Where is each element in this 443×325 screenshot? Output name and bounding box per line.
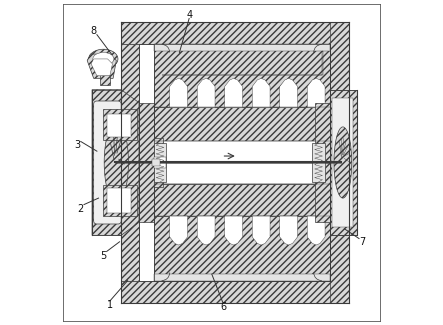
- Polygon shape: [307, 216, 325, 245]
- Ellipse shape: [93, 52, 114, 65]
- Ellipse shape: [334, 127, 352, 198]
- Polygon shape: [121, 22, 350, 45]
- Polygon shape: [307, 78, 325, 108]
- FancyBboxPatch shape: [93, 101, 121, 224]
- Polygon shape: [92, 90, 139, 235]
- Polygon shape: [252, 78, 270, 108]
- Polygon shape: [97, 103, 121, 222]
- Polygon shape: [225, 216, 242, 245]
- Polygon shape: [154, 45, 330, 108]
- Text: 5: 5: [100, 251, 106, 261]
- Polygon shape: [139, 45, 330, 280]
- Polygon shape: [107, 188, 131, 213]
- Polygon shape: [121, 45, 139, 280]
- Polygon shape: [280, 78, 298, 108]
- Text: 6: 6: [220, 302, 226, 311]
- Polygon shape: [312, 143, 325, 182]
- Polygon shape: [197, 78, 215, 108]
- Polygon shape: [121, 280, 350, 303]
- Text: 3: 3: [74, 140, 81, 150]
- Text: 8: 8: [91, 26, 97, 36]
- Ellipse shape: [89, 49, 118, 69]
- Polygon shape: [280, 216, 298, 245]
- Polygon shape: [154, 274, 330, 280]
- Polygon shape: [154, 108, 330, 141]
- Polygon shape: [154, 216, 330, 280]
- Text: 2: 2: [78, 204, 84, 215]
- Polygon shape: [107, 114, 131, 136]
- Text: 1: 1: [107, 300, 113, 310]
- Polygon shape: [330, 22, 350, 303]
- Bar: [154, 157, 167, 168]
- Text: 7: 7: [359, 237, 365, 247]
- Polygon shape: [139, 103, 163, 222]
- Polygon shape: [103, 185, 137, 216]
- Polygon shape: [91, 59, 113, 76]
- Polygon shape: [170, 78, 187, 108]
- Polygon shape: [225, 78, 242, 108]
- Polygon shape: [154, 45, 330, 51]
- Polygon shape: [154, 184, 330, 216]
- Polygon shape: [197, 216, 215, 245]
- Polygon shape: [330, 90, 358, 235]
- Polygon shape: [331, 98, 353, 227]
- Polygon shape: [154, 143, 167, 182]
- Polygon shape: [87, 54, 117, 78]
- Ellipse shape: [104, 122, 128, 203]
- Polygon shape: [167, 143, 315, 182]
- Polygon shape: [315, 103, 330, 222]
- Polygon shape: [100, 75, 110, 85]
- Polygon shape: [154, 141, 330, 184]
- Polygon shape: [103, 109, 137, 140]
- Polygon shape: [170, 216, 187, 245]
- Polygon shape: [152, 159, 160, 166]
- Text: 4: 4: [186, 10, 192, 20]
- Polygon shape: [252, 216, 270, 245]
